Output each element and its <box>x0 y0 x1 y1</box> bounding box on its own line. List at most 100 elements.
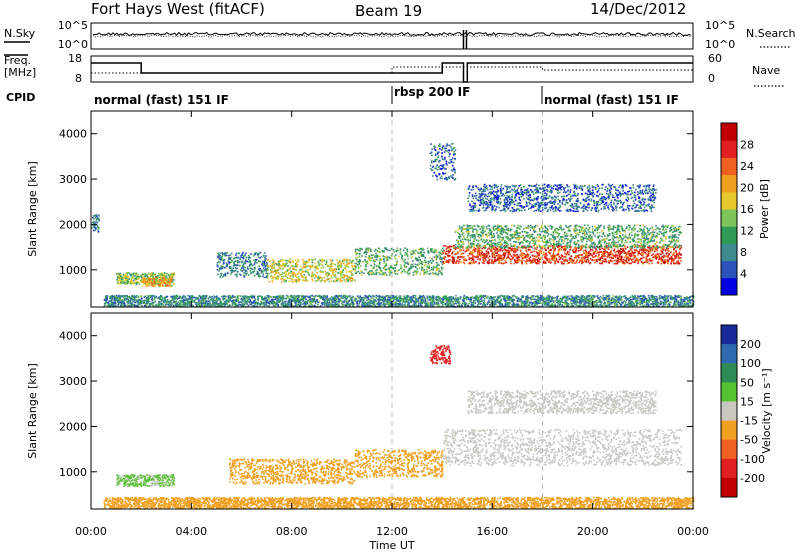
cell <box>492 260 494 263</box>
cell <box>468 244 470 247</box>
cell <box>218 270 220 272</box>
cell <box>673 227 675 230</box>
cell <box>148 281 150 283</box>
cell <box>423 269 425 271</box>
cell <box>422 261 424 263</box>
cell <box>470 259 473 262</box>
cell <box>504 205 506 207</box>
cell <box>124 275 127 277</box>
cell <box>311 273 314 275</box>
cell <box>344 264 346 267</box>
cell <box>664 231 667 234</box>
cell <box>411 263 414 266</box>
cell <box>430 248 433 251</box>
cell <box>281 258 284 261</box>
cell <box>544 225 546 227</box>
cell <box>648 262 651 265</box>
cell <box>680 232 682 234</box>
cell <box>546 190 549 192</box>
cell <box>532 185 535 188</box>
cell <box>244 262 247 265</box>
cell <box>557 252 560 255</box>
cell <box>349 270 351 273</box>
cell <box>509 239 511 242</box>
cell <box>361 255 363 257</box>
cell <box>567 238 570 240</box>
cell <box>580 228 583 231</box>
cell <box>296 266 298 268</box>
cell <box>150 283 153 286</box>
cell <box>628 253 631 255</box>
cell <box>337 279 339 282</box>
cell <box>646 230 649 232</box>
cell <box>144 273 146 275</box>
cell <box>270 270 273 273</box>
cell <box>433 267 435 269</box>
cell <box>473 248 475 251</box>
cell <box>554 236 557 239</box>
cell <box>352 259 354 262</box>
cell <box>607 226 609 229</box>
cell <box>286 270 289 272</box>
nsky-trace <box>92 31 692 37</box>
cell <box>260 272 263 274</box>
cell <box>525 240 528 243</box>
cell <box>552 241 555 243</box>
cell <box>612 239 615 242</box>
cell <box>560 254 563 256</box>
cell <box>460 244 462 246</box>
cell <box>432 269 434 271</box>
cell <box>288 280 291 282</box>
cell <box>639 228 641 230</box>
cell <box>425 261 428 263</box>
cell <box>594 261 596 264</box>
cell <box>140 280 142 282</box>
cell <box>620 256 623 259</box>
cell <box>305 276 307 278</box>
cell <box>577 254 579 257</box>
cell <box>636 257 639 260</box>
cell <box>526 260 528 262</box>
cell <box>484 240 487 243</box>
cell <box>645 248 647 251</box>
cell <box>656 232 658 235</box>
cell <box>580 254 582 256</box>
cell <box>544 262 547 264</box>
cell <box>337 278 339 280</box>
cell <box>554 256 557 259</box>
cell <box>333 280 335 283</box>
cell <box>488 243 491 246</box>
cell <box>496 245 498 247</box>
cell <box>344 258 346 261</box>
cell <box>287 274 290 276</box>
cell <box>604 255 606 257</box>
cell <box>444 256 447 258</box>
cell <box>350 272 353 275</box>
cell <box>411 266 413 269</box>
cell <box>478 196 480 198</box>
cell <box>545 256 547 259</box>
cell <box>350 274 353 276</box>
cell <box>417 252 420 255</box>
cell <box>501 229 503 232</box>
cell <box>255 273 258 275</box>
cell <box>631 228 633 230</box>
cell <box>599 259 601 262</box>
cell <box>276 263 278 265</box>
cell <box>632 238 635 240</box>
cell <box>515 238 518 240</box>
cell <box>343 274 346 277</box>
cell <box>318 276 321 278</box>
cell <box>513 240 515 243</box>
cell <box>426 266 429 268</box>
cell <box>435 269 437 272</box>
cell <box>618 258 620 261</box>
cell <box>372 267 374 269</box>
cell <box>306 265 308 267</box>
cell <box>375 252 377 255</box>
cell <box>525 261 527 263</box>
cell <box>384 267 386 269</box>
cell <box>226 251 228 254</box>
cell <box>670 228 673 231</box>
cell <box>342 271 344 273</box>
